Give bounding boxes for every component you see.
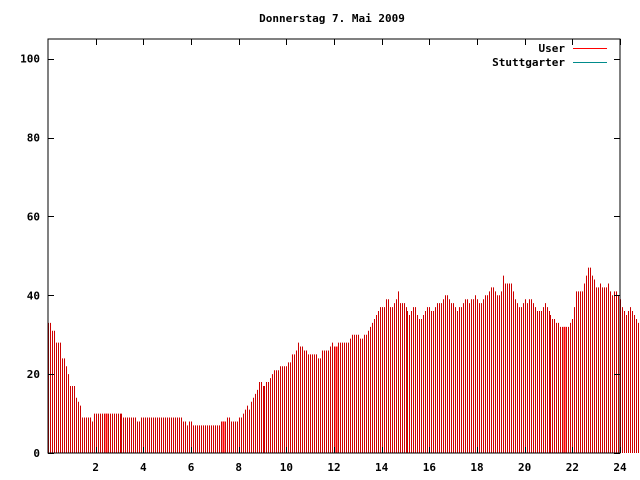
y-tick-label: 40 — [27, 289, 40, 302]
x-tick-label: 2 — [92, 461, 99, 474]
y-tick-label: 60 — [27, 210, 40, 223]
bars-layer — [48, 267, 639, 453]
x-tick-label: 20 — [518, 461, 531, 474]
y-tick-label: 100 — [20, 53, 40, 66]
x-tick-label: 24 — [613, 461, 627, 474]
x-tick-label: 12 — [327, 461, 340, 474]
legend-label-stuttgarter: Stuttgarter — [492, 56, 565, 69]
x-tick-label: 14 — [375, 461, 389, 474]
legend: User Stuttgarter — [492, 42, 607, 69]
x-tick-label: 10 — [280, 461, 293, 474]
y-tick-label: 80 — [27, 132, 40, 145]
x-tick-label: 4 — [140, 461, 147, 474]
x-tick-label: 16 — [423, 461, 437, 474]
x-tick-label: 8 — [235, 461, 242, 474]
chart-title: Donnerstag 7. Mai 2009 — [259, 12, 405, 25]
x-tick-label: 6 — [188, 461, 195, 474]
x-tick-label: 18 — [470, 461, 483, 474]
x-tick-label: 22 — [566, 461, 579, 474]
y-tick-label: 0 — [33, 447, 40, 460]
y-tick-label: 20 — [27, 368, 40, 381]
legend-label-user: User — [539, 42, 566, 55]
